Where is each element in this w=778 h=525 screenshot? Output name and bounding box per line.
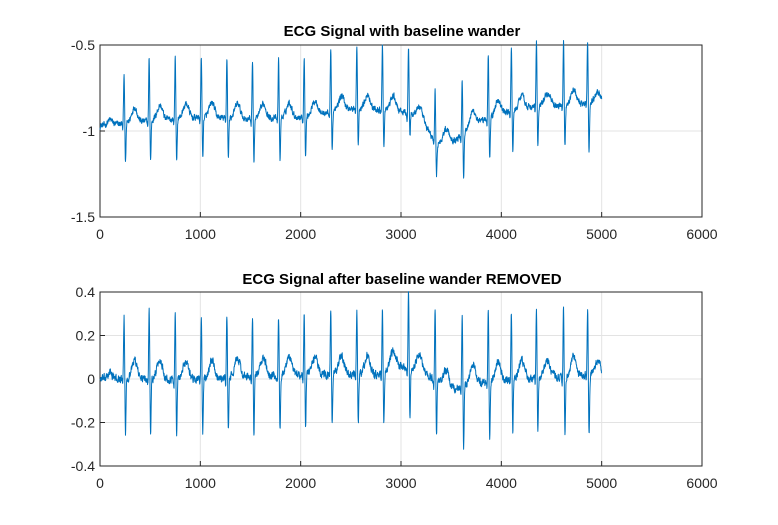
x-tick-label: 2000: [285, 475, 316, 491]
y-tick-label: -0.4: [71, 458, 95, 474]
bottom-chart-ecg-baseline-removed: ECG Signal after baseline wander REMOVED…: [71, 271, 718, 491]
x-tick-label: 6000: [686, 475, 717, 491]
y-tick-label: -0.2: [71, 415, 95, 431]
bottom-chart-ecg-line: [99, 291, 602, 450]
bottom-chart-title: ECG Signal after baseline wander REMOVED: [242, 271, 561, 288]
x-tick-label: 6000: [686, 226, 717, 242]
y-tick-label: -1: [83, 123, 96, 139]
x-tick-label: 2000: [285, 226, 316, 242]
y-tick-label: 0.2: [76, 328, 96, 344]
x-tick-label: 0: [96, 226, 104, 242]
y-tick-label: 0: [87, 371, 95, 387]
x-tick-label: 5000: [586, 475, 617, 491]
x-tick-label: 1000: [185, 475, 216, 491]
bottom-chart-ticks: 0 1000 2000 3000 4000 5000 6000 -0.4 -0.2 0 0.2 0.4: [71, 284, 718, 491]
x-tick-label: 3000: [385, 475, 416, 491]
x-tick-label: 5000: [586, 226, 617, 242]
top-chart-ecg-with-baseline-wander: ECG Signal with baseline wander 0 1000 200…: [71, 23, 718, 242]
top-chart-title: ECG Signal with baseline wander: [284, 23, 521, 40]
bottom-chart-grid: [100, 292, 702, 466]
x-tick-label: 3000: [385, 226, 416, 242]
top-chart-ticks: 0 1000 2000 3000 4000 5000 6000 -1.5 -1 -0.5: [71, 37, 718, 242]
x-tick-label: 1000: [185, 226, 216, 242]
x-tick-label: 0: [96, 475, 104, 491]
y-tick-label: -0.5: [71, 37, 95, 53]
x-tick-label: 4000: [486, 226, 517, 242]
y-tick-label: 0.4: [76, 284, 96, 300]
y-tick-label: -1.5: [71, 209, 95, 225]
top-chart-ecg-line: [99, 40, 603, 179]
x-tick-label: 4000: [486, 475, 517, 491]
top-chart-grid: [100, 45, 702, 217]
